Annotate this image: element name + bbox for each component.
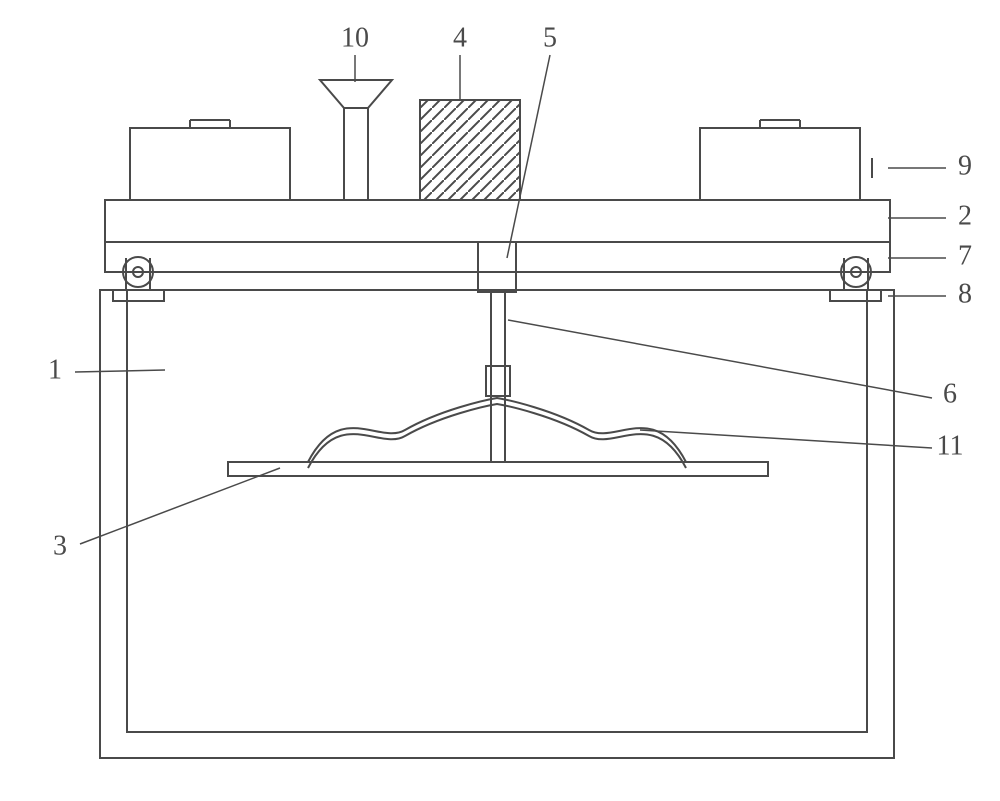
- label-3: 3: [53, 530, 67, 561]
- label-7: 7: [958, 240, 972, 271]
- label-11: 11: [937, 430, 964, 461]
- label-5: 5: [543, 22, 557, 53]
- label-9: 9: [958, 150, 972, 181]
- label-2: 2: [958, 200, 972, 231]
- label-8: 8: [958, 278, 972, 309]
- label-1: 1: [48, 354, 62, 385]
- label-10: 10: [341, 22, 369, 53]
- label-6: 6: [943, 378, 957, 409]
- label-4: 4: [453, 22, 467, 53]
